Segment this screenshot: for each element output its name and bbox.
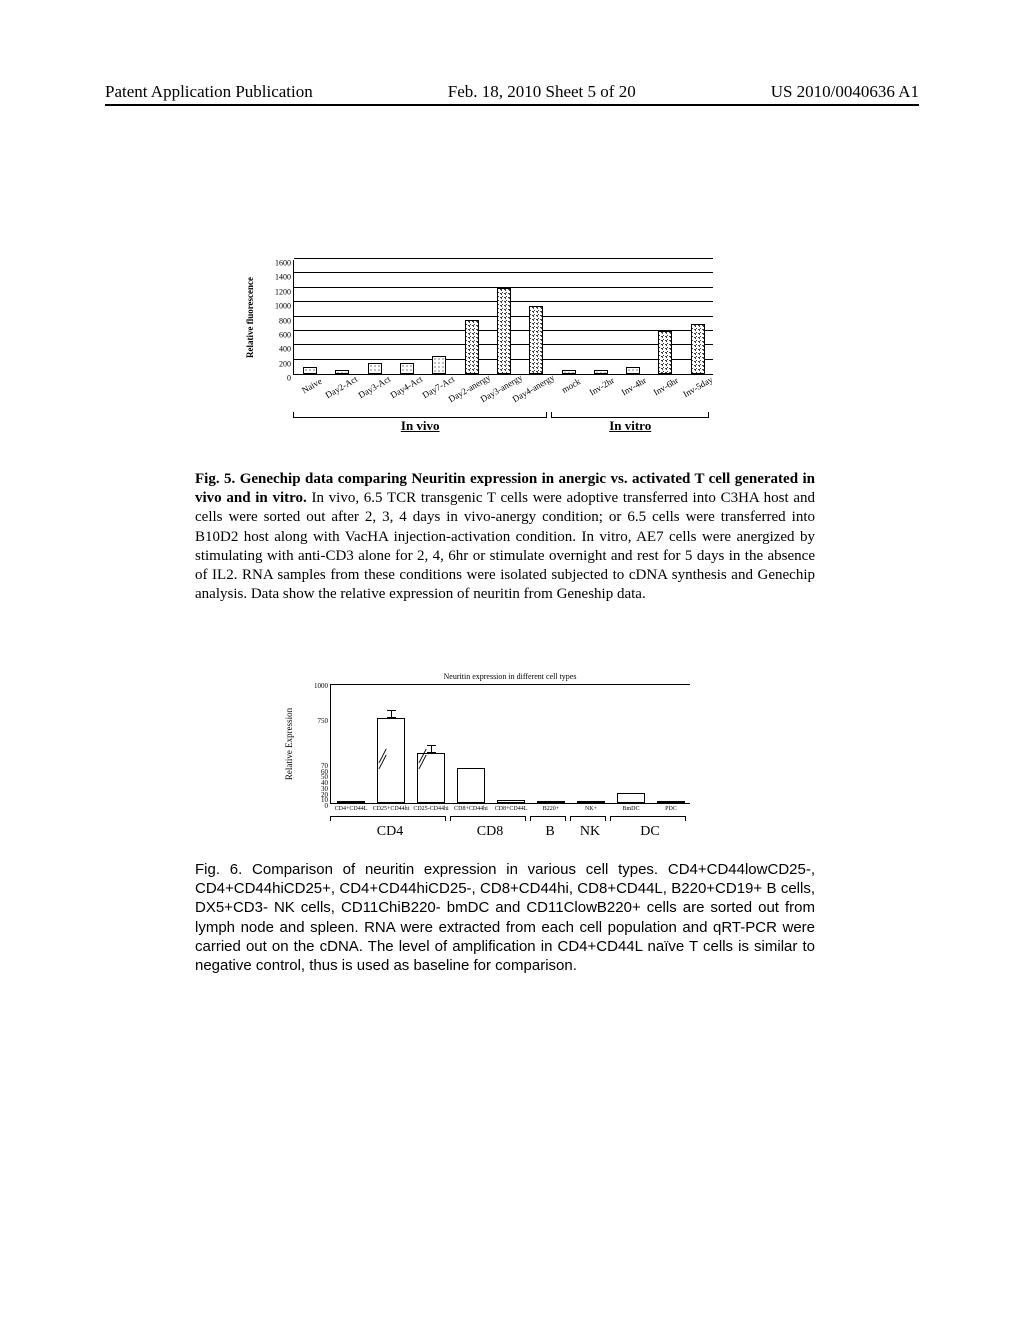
chart2-group-label: CD8 <box>450 824 530 840</box>
chart1-xtick: Inv-6hr <box>649 370 680 397</box>
chart2-title: Neuritin expression in different cell ty… <box>330 672 690 681</box>
chart2-xtick: CD25-CD44hi <box>411 803 451 812</box>
chart1-ytick: 800 <box>279 316 291 325</box>
chart1-bar <box>691 324 705 374</box>
chart2-xtick: CD8+CD44hi <box>451 803 491 812</box>
chart1-bar <box>529 306 543 374</box>
chart1-bar <box>497 288 511 374</box>
chart2-group-bracket <box>450 816 526 821</box>
chart2-bar-break: ╱╱ <box>379 753 403 763</box>
chart2-group-bracket <box>610 816 686 821</box>
chart2-group-bracket <box>530 816 566 821</box>
chart1-group-label: In vitro <box>551 418 709 434</box>
chart2-group-bracket <box>570 816 606 821</box>
chart1-ytick: 1000 <box>275 302 291 311</box>
page-header: Patent Application Publication Feb. 18, … <box>105 82 919 106</box>
chart2-xtick: PDC <box>651 803 691 812</box>
chart2-ylabel: Relative Expression <box>284 684 294 804</box>
fig6-caption-body: Fig. 6. Comparison of neuritin expressio… <box>195 861 815 974</box>
chart2-xtick: B220+ <box>531 803 571 812</box>
chart2-errorbar <box>431 745 432 753</box>
chart2-ytick: 70 <box>321 762 328 770</box>
figure-6-chart: Neuritin expression in different cell ty… <box>290 670 710 845</box>
chart2-xtick: CD25+CD44hi <box>371 803 411 812</box>
figure-6-caption: Fig. 6. Comparison of neuritin expressio… <box>195 860 815 975</box>
chart2-ytick: 750 <box>318 717 329 725</box>
chart1-ytick: 600 <box>279 330 291 339</box>
header-center: Feb. 18, 2010 Sheet 5 of 20 <box>448 82 636 102</box>
chart1-xtick: Inv-4hr <box>617 370 648 397</box>
chart1-ytick: 0 <box>287 374 291 383</box>
header-left: Patent Application Publication <box>105 82 313 102</box>
chart2-xtick: CD8+CD44L <box>491 803 531 812</box>
chart2-group-label: DC <box>610 824 690 840</box>
chart1-gridline <box>294 272 713 273</box>
chart1-group-label: In vivo <box>293 418 547 434</box>
chart1-ytick: 1400 <box>275 273 291 282</box>
figure-5-chart: Relative fluorescence 020040060080010001… <box>255 260 725 425</box>
chart1-xtick: Inv-5day <box>678 369 714 399</box>
chart1-gridline <box>294 258 713 259</box>
chart2-group-bracket <box>330 816 446 821</box>
figure-5-caption: Fig. 5. Genechip data comparing Neuritin… <box>195 470 815 604</box>
chart1-xtick: Naive <box>297 371 324 396</box>
fig5-caption-body: In vivo, 6.5 TCR transgenic T cells were… <box>195 490 815 602</box>
chart2-plot: 0102030405060707501000CD4+CD44L╱╱CD25+CD… <box>330 684 690 804</box>
chart1-bar <box>465 320 479 374</box>
chart2-group-label: NK <box>570 824 610 840</box>
chart1-plot: 02004006008001000120014001600NaiveDay2-A… <box>293 260 713 375</box>
chart2-group-label: CD4 <box>330 824 450 840</box>
chart1-ytick: 1600 <box>275 259 291 268</box>
chart2-xtick: BmDC <box>611 803 651 812</box>
chart2-errorbar <box>391 710 392 718</box>
chart2-xtick: CD4+CD44L <box>331 803 371 812</box>
chart2-bar <box>457 768 485 803</box>
chart1-ytick: 200 <box>279 359 291 368</box>
chart2-bar <box>617 793 645 803</box>
chart2-xtick: NK+ <box>571 803 611 812</box>
chart2-bar-break: ╱╱ <box>419 753 443 763</box>
chart1-ytick: 1200 <box>275 287 291 296</box>
chart2-ytick: 1000 <box>314 682 328 690</box>
chart1-ylabel: Relative fluorescence <box>245 260 255 375</box>
chart1-ytick: 400 <box>279 345 291 354</box>
chart1-bar <box>658 331 672 374</box>
chart1-xtick: Inv-2hr <box>584 370 615 397</box>
chart2-group-label: B <box>530 824 570 840</box>
chart1-xtick: mock <box>556 371 581 395</box>
header-right: US 2010/0040636 A1 <box>771 82 919 102</box>
